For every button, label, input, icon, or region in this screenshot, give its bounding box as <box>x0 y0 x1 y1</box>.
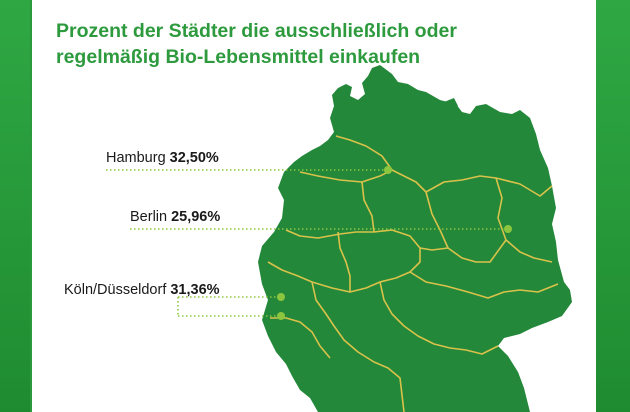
berlin-label: Berlin 25,96% <box>130 209 220 225</box>
hamburg-value: 32,50% <box>169 150 219 166</box>
hamburg-label: Hamburg 32,50% <box>106 150 219 166</box>
duesseldorf-marker <box>277 293 285 301</box>
title-line-2: regelmäßig Bio-Lebensmittel einkaufen <box>56 46 421 68</box>
hamburg-marker <box>384 166 392 174</box>
koeln-marker <box>277 312 285 320</box>
island-2 <box>342 190 352 197</box>
left-green-frame <box>0 0 30 412</box>
state-borders <box>267 135 559 412</box>
infographic-title: Prozent der Städter die ausschließlich o… <box>56 18 576 70</box>
germany-shape <box>258 65 572 412</box>
leader-lines <box>106 169 508 317</box>
island-3 <box>444 98 458 108</box>
koeln-duesseldorf-name: Köln/Düsseldorf <box>64 282 167 298</box>
berlin-name: Berlin <box>130 209 168 225</box>
city-markers <box>277 166 512 320</box>
berlin-value: 25,96% <box>171 209 221 225</box>
right-green-frame <box>596 0 630 412</box>
hamburg-name: Hamburg <box>106 150 166 166</box>
title-line-1: Prozent der Städter die ausschließlich o… <box>56 20 457 42</box>
berlin-marker <box>504 225 512 233</box>
koeln-duesseldorf-value: 31,36% <box>170 282 220 298</box>
koeln-duesseldorf-label: Köln/Düsseldorf 31,36% <box>64 282 220 298</box>
island-1 <box>300 157 314 165</box>
